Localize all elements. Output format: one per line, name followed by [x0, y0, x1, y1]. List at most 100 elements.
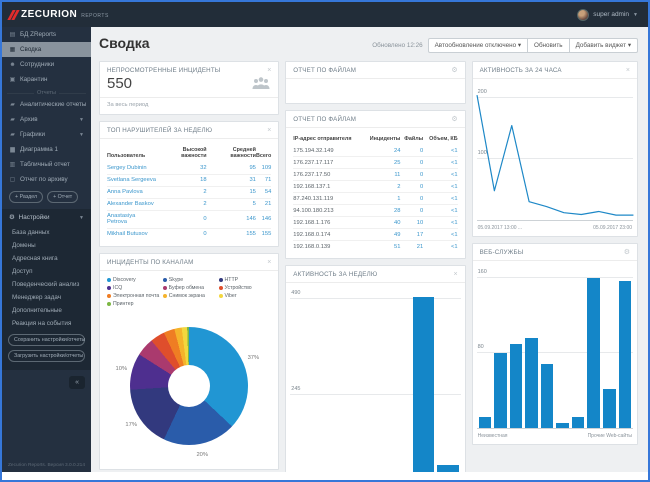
row-value-cell[interactable]: 28	[363, 204, 401, 217]
row-value-cell[interactable]: 0	[156, 227, 207, 240]
gear-icon[interactable]: ⚙	[451, 67, 458, 74]
sidebar-item[interactable]: ▰ Аналитические отчеты▼	[2, 97, 91, 112]
legend-item[interactable]: Принтер	[107, 301, 160, 307]
sidebar-item-settings[interactable]: ⚙ Настройки ▼	[2, 209, 91, 226]
sidebar-item[interactable]: ▤ БД ZReports	[2, 27, 91, 42]
load-settings-button[interactable]: Загрузить настройки/отчеты	[8, 350, 85, 362]
legend-item[interactable]: ICQ	[107, 285, 160, 291]
row-value-cell[interactable]: 5	[206, 197, 256, 211]
legend-item[interactable]: Skype	[162, 277, 216, 283]
row-value-cell[interactable]: 95	[249, 165, 256, 172]
sidebar-settings-item[interactable]: Доступ	[12, 268, 33, 275]
user-menu[interactable]: super admin ▼	[577, 8, 638, 21]
row-value-cell[interactable]: 11	[363, 168, 401, 181]
row-key-cell[interactable]: 175.194.32.149	[293, 147, 334, 154]
row-value-cell[interactable]: 109	[261, 165, 272, 172]
row-value-cell[interactable]: 2	[156, 185, 207, 199]
sidebar-settings-item[interactable]: Домены	[12, 242, 36, 249]
gear-icon[interactable]: ⚙	[451, 116, 458, 123]
row-value-cell[interactable]: 155	[206, 227, 256, 240]
sidebar-item[interactable]: ▆ Диаграмма 1	[2, 142, 91, 157]
autorefresh-dropdown[interactable]: Автообновление отключено ▾	[427, 38, 529, 53]
row-key-cell[interactable]: Mikhail Butusov	[107, 227, 157, 240]
legend-item[interactable]: Discovery	[107, 277, 160, 283]
row-value-cell[interactable]: 18	[156, 173, 207, 187]
sidebar-settings-item[interactable]: Адресная книга	[12, 255, 58, 262]
legend-item[interactable]: Снимок экрана	[162, 293, 216, 299]
row-value-cell[interactable]: 0	[420, 147, 424, 154]
legend-item[interactable]: Устройство	[218, 285, 272, 291]
row-value-cell[interactable]: <1	[423, 168, 458, 181]
row-value-cell[interactable]: 146	[206, 209, 256, 229]
row-value-cell[interactable]: <1	[423, 204, 458, 217]
legend-item[interactable]: HTTP	[218, 277, 272, 283]
row-value-cell[interactable]: 0	[400, 156, 424, 169]
row-key-cell[interactable]: Alexander Baskov	[107, 197, 157, 211]
row-value-cell[interactable]: 21	[255, 197, 272, 211]
row-value-cell[interactable]: 24	[393, 147, 401, 154]
sidebar-item[interactable]: ▰ Графики ▼	[2, 127, 91, 142]
row-value-cell[interactable]: 71	[255, 173, 272, 187]
row-value-cell[interactable]: 155	[255, 227, 272, 240]
row-value-cell[interactable]: <1	[423, 216, 458, 229]
row-value-cell[interactable]: 51	[363, 240, 401, 253]
row-value-cell[interactable]: 0	[400, 192, 424, 205]
row-value-cell[interactable]: 40	[363, 216, 401, 229]
legend-item[interactable]: Viber	[218, 293, 272, 299]
row-value-cell[interactable]: <1	[423, 228, 458, 241]
row-value-cell[interactable]: 21	[400, 240, 424, 253]
row-value-cell[interactable]: 0	[156, 209, 207, 229]
sidebar-item[interactable]: ▣ Карантин	[2, 72, 91, 87]
row-key-cell[interactable]: Anna Pavlova	[107, 185, 157, 199]
row-key-cell[interactable]: 87.240.131.119	[293, 192, 364, 205]
sidebar-settings-item[interactable]: Дополнительные	[12, 307, 62, 314]
close-icon[interactable]: ×	[625, 67, 631, 74]
legend-item[interactable]: Буфер обмена	[162, 285, 216, 291]
row-key-cell[interactable]: 94.100.180.213	[293, 204, 364, 217]
row-value-cell[interactable]: <1	[450, 147, 458, 154]
row-key-cell[interactable]: Anastasiya Petrova	[107, 209, 157, 229]
row-value-cell[interactable]: 31	[206, 173, 256, 187]
row-value-cell[interactable]: 15	[206, 185, 256, 199]
sidebar-settings-item[interactable]: Менеджер задач	[12, 294, 62, 301]
row-value-cell[interactable]: <1	[423, 180, 458, 193]
row-key-cell[interactable]: 192.168.0.174	[293, 228, 364, 241]
row-value-cell[interactable]: 32	[200, 165, 207, 172]
close-icon[interactable]: ×	[267, 67, 272, 74]
sidebar-item[interactable]: ▢ Отчет по архиву	[2, 172, 91, 187]
row-key-cell[interactable]: 176.237.17.117	[293, 156, 364, 169]
close-icon[interactable]: ×	[453, 271, 458, 279]
row-key-cell[interactable]: Sergey Dubinin	[107, 165, 147, 172]
sidebar-item[interactable]: ☻ Сотрудники	[2, 57, 91, 72]
row-value-cell[interactable]: <1	[423, 192, 458, 205]
sidebar-settings-item[interactable]: База данных	[12, 229, 50, 236]
close-icon[interactable]: ×	[267, 127, 272, 134]
row-value-cell[interactable]: 25	[363, 156, 401, 169]
row-value-cell[interactable]: 2	[156, 197, 207, 211]
row-value-cell[interactable]: 54	[255, 185, 272, 199]
close-icon[interactable]: ×	[267, 258, 272, 266]
sidebar-settings-item[interactable]: Поведенческий анализ	[12, 281, 80, 288]
sidebar-item[interactable]: ▦ Сводка	[2, 42, 91, 57]
row-value-cell[interactable]: <1	[423, 156, 458, 169]
sidebar-item[interactable]: ▥ Табличный отчет	[2, 157, 91, 172]
sidebar-settings-item[interactable]: Реакция на события	[12, 320, 72, 327]
sidebar-collapse-button[interactable]: «	[69, 376, 85, 389]
row-value-cell[interactable]: 146	[255, 209, 272, 229]
gear-icon[interactable]: ⚙	[623, 249, 631, 256]
legend-item[interactable]: Электронная почта	[107, 293, 160, 299]
row-key-cell[interactable]: 176.237.17.50	[293, 168, 364, 181]
row-value-cell[interactable]: 49	[363, 228, 401, 241]
row-value-cell[interactable]: 17	[400, 228, 424, 241]
add-widget-dropdown[interactable]: Добавить виджет ▾	[569, 38, 638, 53]
row-value-cell[interactable]: 0	[400, 168, 424, 181]
row-key-cell[interactable]: Svetlana Sergeeva	[107, 173, 157, 187]
sidebar-item[interactable]: ▰ Архив ▼	[2, 112, 91, 127]
refresh-button[interactable]: Обновить	[528, 38, 570, 53]
row-value-cell[interactable]: 1	[363, 192, 401, 205]
row-value-cell[interactable]: 0	[400, 204, 424, 217]
add-section-button[interactable]: + Раздел	[9, 191, 44, 203]
save-settings-button[interactable]: Сохранить настройки/отчеты	[8, 334, 85, 346]
brand[interactable]: ZECURION REPORTS	[7, 9, 109, 20]
row-key-cell[interactable]: 192.168.0.139	[293, 240, 364, 253]
